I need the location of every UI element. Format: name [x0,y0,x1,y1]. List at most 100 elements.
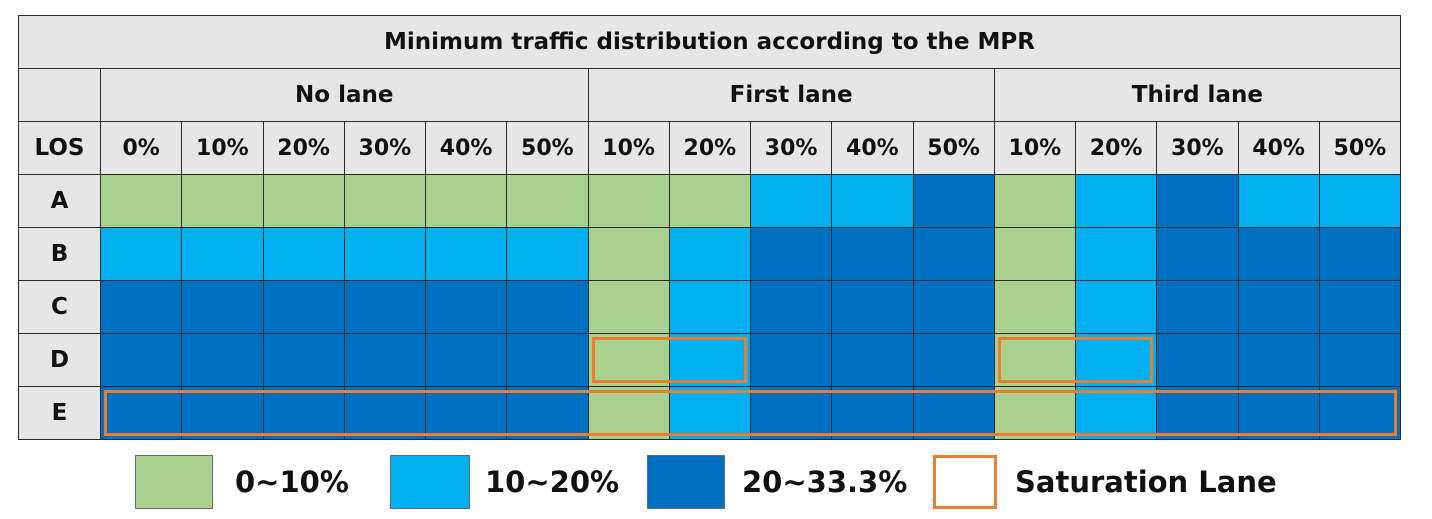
heatmap-cell [668,174,751,228]
heatmap-cell [100,280,183,334]
heatmap-cell [912,227,995,281]
heatmap-cell [668,280,751,334]
heatmap-cell [1237,386,1320,440]
legend-label: 0~10% [235,465,349,499]
heatmap-cell [262,280,345,334]
column-header: 20% [1075,121,1158,175]
column-header: 30% [343,121,426,175]
column-header: 10% [993,121,1076,175]
heatmap-cell [750,333,833,387]
row-label: E [18,386,101,440]
heatmap-cell [100,174,183,228]
heatmap-cell [750,227,833,281]
corner-cell [18,68,101,122]
group-header: First lane [587,68,995,122]
heatmap-cell [506,386,589,440]
heatmap-cell [1237,174,1320,228]
heatmap-cell [912,174,995,228]
heatmap-cell [750,174,833,228]
column-header: 20% [262,121,345,175]
heatmap-cell [425,280,508,334]
heatmap-cell [1156,280,1239,334]
legend-swatch [933,455,997,509]
column-header: 0% [100,121,183,175]
heatmap-cell [506,174,589,228]
heatmap-cell [1156,174,1239,228]
heatmap-cell [993,280,1076,334]
heatmap-cell [181,386,264,440]
heatmap-cell [912,280,995,334]
heatmap-cell [425,386,508,440]
heatmap-cell [912,333,995,387]
heatmap-cell [1156,333,1239,387]
heatmap-cell [343,174,426,228]
column-header: 50% [912,121,995,175]
heatmap-cell [993,174,1076,228]
heatmap-cell [343,333,426,387]
heatmap-cell [343,227,426,281]
heatmap-cell [181,280,264,334]
heatmap-cell [343,386,426,440]
legend-label: 10~20% [485,465,620,499]
heatmap-cell [262,333,345,387]
legend-swatch [390,455,470,509]
heatmap-cell [1237,227,1320,281]
heatmap-cell [506,333,589,387]
heatmap-cell [831,174,914,228]
heatmap-cell [506,227,589,281]
heatmap-cell [181,174,264,228]
heatmap-cell [831,333,914,387]
heatmap-cell [831,386,914,440]
heatmap-cell [1318,280,1401,334]
heatmap-cell [1075,333,1158,387]
heatmap-cell [587,386,670,440]
group-header: Third lane [993,68,1401,122]
legend-swatch [647,455,725,509]
heatmap-cell [425,227,508,281]
column-header: 10% [587,121,670,175]
heatmap-cell [181,227,264,281]
group-header: No lane [100,68,589,122]
heatmap-cell [993,333,1076,387]
legend-label: Saturation Lane [1015,465,1277,499]
heatmap-cell [750,386,833,440]
heatmap-cell [1318,333,1401,387]
heatmap-cell [831,227,914,281]
heatmap-cell [1075,386,1158,440]
heatmap-cell [262,386,345,440]
heatmap-cell [993,227,1076,281]
heatmap-cell [668,386,751,440]
legend-label: 20~33.3% [742,465,908,499]
heatmap-cell [100,333,183,387]
heatmap-cell [425,174,508,228]
column-header: 30% [750,121,833,175]
heatmap-cell [181,333,264,387]
heatmap-cell [1237,280,1320,334]
heatmap-cell [1075,280,1158,334]
heatmap-cell [1075,174,1158,228]
heatmap-cell [587,280,670,334]
row-label: D [18,333,101,387]
heatmap-cell [1318,386,1401,440]
column-header: 20% [668,121,751,175]
column-header: 50% [1318,121,1401,175]
heatmap-cell [506,280,589,334]
heatmap-cell [1156,227,1239,281]
heatmap-cell [262,227,345,281]
column-header: 50% [506,121,589,175]
heatmap-cell [1318,227,1401,281]
row-label: A [18,174,101,228]
column-header: 40% [425,121,508,175]
chart-title: Minimum traffic distribution according t… [18,15,1401,69]
row-label: B [18,227,101,281]
heatmap-cell [1156,386,1239,440]
heatmap-cell [587,333,670,387]
heatmap-cell [343,280,426,334]
heatmap-cell [831,280,914,334]
row-label: C [18,280,101,334]
row-header-label: LOS [18,121,101,175]
heatmap-cell [1237,333,1320,387]
heatmap-cell [668,333,751,387]
heatmap-cell [1075,227,1158,281]
heatmap-cell [993,386,1076,440]
